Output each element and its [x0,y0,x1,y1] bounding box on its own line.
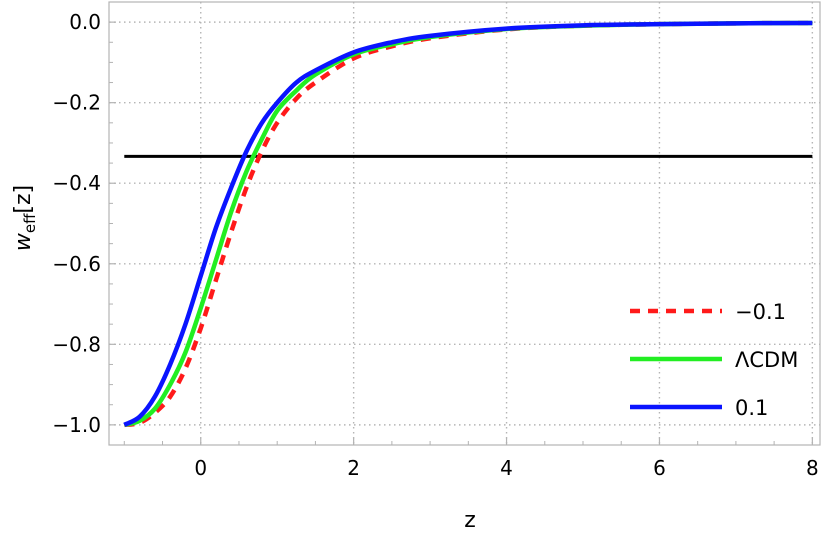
x-tick-label: 0 [194,456,207,480]
y-tick-label: −1.0 [52,413,101,437]
y-axis-label-suffix: [z] [11,185,36,214]
y-axis-label-main: w [11,232,36,251]
legend-label-2: 0.1 [735,396,768,420]
x-tick-label: 6 [653,456,666,480]
y-tick-label: −0.8 [52,332,101,356]
series-group [123,20,813,428]
legend-label-1: ΛCDM [735,348,798,372]
x-tick-label: 2 [347,456,360,480]
legend: −0.1 ΛCDM 0.1 [630,300,798,420]
legend-label-0: −0.1 [735,300,786,324]
x-tick-label: 4 [500,456,513,480]
y-axis-label: weff[z] [11,185,39,251]
series-line-1 [123,20,813,428]
y-tick-label: −0.4 [52,171,101,195]
y-tick-label: 0.0 [69,10,101,34]
x-tick-label: 8 [806,456,819,480]
y-tick-label: −0.2 [52,91,101,115]
series-line-2 [123,20,813,427]
axis-ticks: 0 2 4 6 8 0.0 −0.2 −0.4 −0.6 −0.8 −1.0 [52,10,818,480]
x-axis-label: z [464,508,476,533]
y-axis-label-sub: eff [21,213,39,233]
y-tick-label: −0.6 [52,252,101,276]
grid-lines [109,2,820,445]
